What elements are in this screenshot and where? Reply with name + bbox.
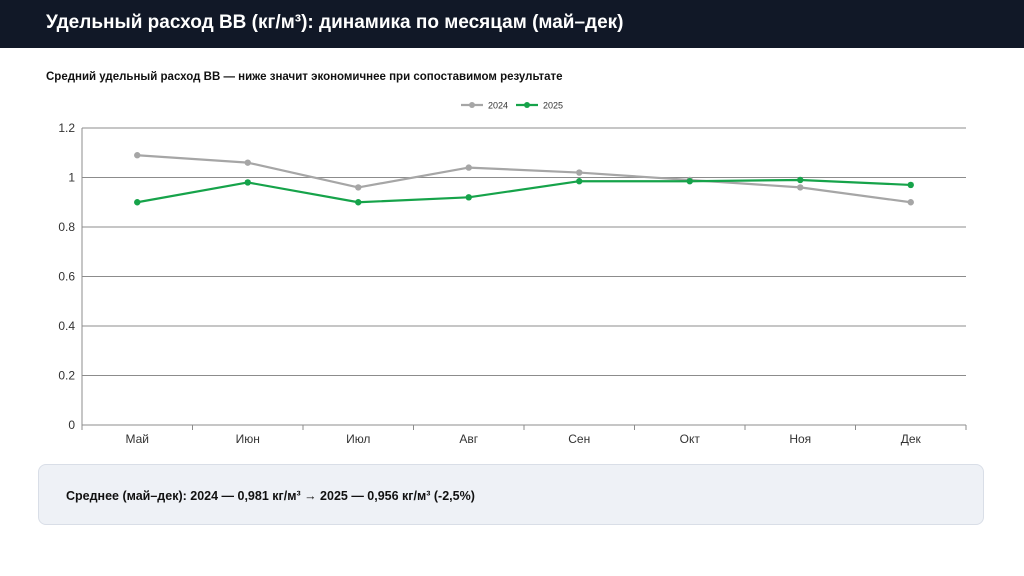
legend-label-2024: 2024 <box>488 101 508 111</box>
data-point-2024 <box>355 184 362 191</box>
data-point-2025 <box>355 199 362 206</box>
data-point-2025 <box>907 181 914 189</box>
y-tick-label: 1.2 <box>58 121 75 135</box>
chart-subtitle: Средний удельный расход ВВ — ниже значит… <box>46 71 563 83</box>
legend-marker-2025 <box>524 102 530 108</box>
data-point-2024 <box>576 169 583 176</box>
y-tick-label: 0.8 <box>58 220 75 234</box>
y-tick-label: 1 <box>68 171 75 185</box>
legend-label-2025: 2025 <box>543 101 563 111</box>
x-tick-label: Окт <box>680 432 701 446</box>
data-point-2024 <box>797 184 804 191</box>
data-point-2025 <box>244 179 251 186</box>
series-line-2024 <box>137 154 911 204</box>
data-point-2025 <box>134 199 141 206</box>
y-tick-label: 0 <box>68 418 75 432</box>
data-point-2024 <box>134 152 141 159</box>
legend-marker-2024 <box>469 102 475 108</box>
summary-callout: Среднее (май–дек): 2024 — 0,981 кг/м³ → … <box>38 464 984 525</box>
summary-text: Среднее (май–дек): 2024 — 0,981 кг/м³ → … <box>66 489 475 503</box>
page-title: Удельный расход ВВ (кг/м³): динамика по … <box>46 12 624 33</box>
header-bar: Удельный расход ВВ (кг/м³): динамика по … <box>0 0 1024 48</box>
x-tick-label: Май <box>125 432 149 446</box>
series-line-2025 <box>137 178 911 204</box>
x-tick-label: Авг <box>459 432 478 446</box>
x-tick-label: Июл <box>346 432 370 446</box>
data-point-2025 <box>686 178 693 185</box>
data-point-2024 <box>465 164 472 171</box>
data-point-2024 <box>907 199 914 206</box>
x-tick-label: Дек <box>901 432 922 446</box>
data-point-2025 <box>797 176 804 184</box>
data-point-2024 <box>244 159 251 166</box>
data-point-2025 <box>465 194 472 201</box>
y-tick-label: 0.2 <box>58 369 75 383</box>
data-point-2025 <box>576 178 583 185</box>
y-tick-label: 0.6 <box>58 270 75 284</box>
line-chart: 0 0.2 0.4 0.6 0.8 1 1.2 Май Июн Июл Авг Сен Окт Ноя Де… <box>58 101 967 446</box>
y-tick-label: 0.4 <box>58 319 75 333</box>
x-tick-label: Сен <box>568 432 590 446</box>
x-tick-label: Июн <box>236 432 260 446</box>
x-tick-label: Ноя <box>789 432 811 446</box>
